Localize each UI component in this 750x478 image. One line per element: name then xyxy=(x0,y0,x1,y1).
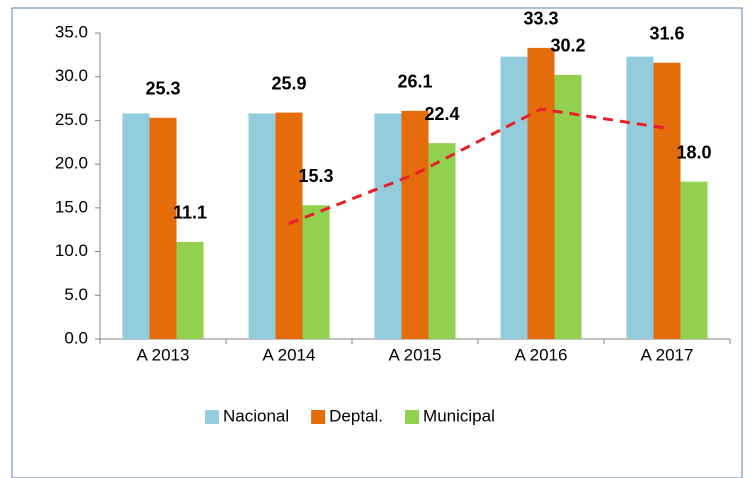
bar xyxy=(500,56,528,339)
value-label: 31.6 xyxy=(649,23,684,43)
bar xyxy=(149,117,177,339)
trend-line xyxy=(288,107,668,225)
x-tick-label: A 2016 xyxy=(515,345,568,364)
value-label: 26.1 xyxy=(397,72,432,92)
y-tick-label: 0.0 xyxy=(64,328,88,347)
legend-label: Nacional xyxy=(223,406,289,425)
y-tick-label: 30.0 xyxy=(55,66,88,85)
y-tick-label: 10.0 xyxy=(55,241,88,260)
legend-swatch xyxy=(405,410,420,424)
value-label: 11.1 xyxy=(173,203,207,223)
y-tick-label: 20.0 xyxy=(55,154,88,173)
legend-swatch xyxy=(205,410,219,424)
value-label: 33.3 xyxy=(523,9,558,29)
y-tick-label: 35.0 xyxy=(55,22,88,41)
x-tick-label: A 2015 xyxy=(389,345,442,364)
x-tick-label: A 2013 xyxy=(137,345,190,364)
value-label: 22.4 xyxy=(424,104,459,124)
bar xyxy=(302,205,330,339)
bar xyxy=(176,241,204,339)
y-tick-label: 5.0 xyxy=(64,285,88,304)
bar xyxy=(374,113,402,339)
y-tick-label: 15.0 xyxy=(55,197,88,216)
bar xyxy=(626,56,654,339)
x-tick-label: A 2014 xyxy=(263,345,316,364)
bar xyxy=(275,112,303,339)
bar xyxy=(653,62,681,340)
legend-swatch xyxy=(311,410,326,424)
bar xyxy=(401,110,429,339)
value-label: 30.2 xyxy=(550,36,585,56)
bar xyxy=(680,181,708,339)
x-tick-label: A 2017 xyxy=(641,345,694,364)
legend-label: Municipal xyxy=(423,406,495,425)
bar xyxy=(554,74,582,340)
y-tick-label: 25.0 xyxy=(55,110,88,129)
bar xyxy=(248,113,276,339)
value-label: 25.3 xyxy=(145,79,180,99)
legend-label: Deptal. xyxy=(329,406,383,425)
bar xyxy=(428,143,456,339)
value-label: 18.0 xyxy=(676,142,711,162)
bar xyxy=(527,47,555,340)
value-label: 15.3 xyxy=(298,166,333,186)
value-label: 25.9 xyxy=(271,73,306,93)
bar xyxy=(122,113,150,339)
